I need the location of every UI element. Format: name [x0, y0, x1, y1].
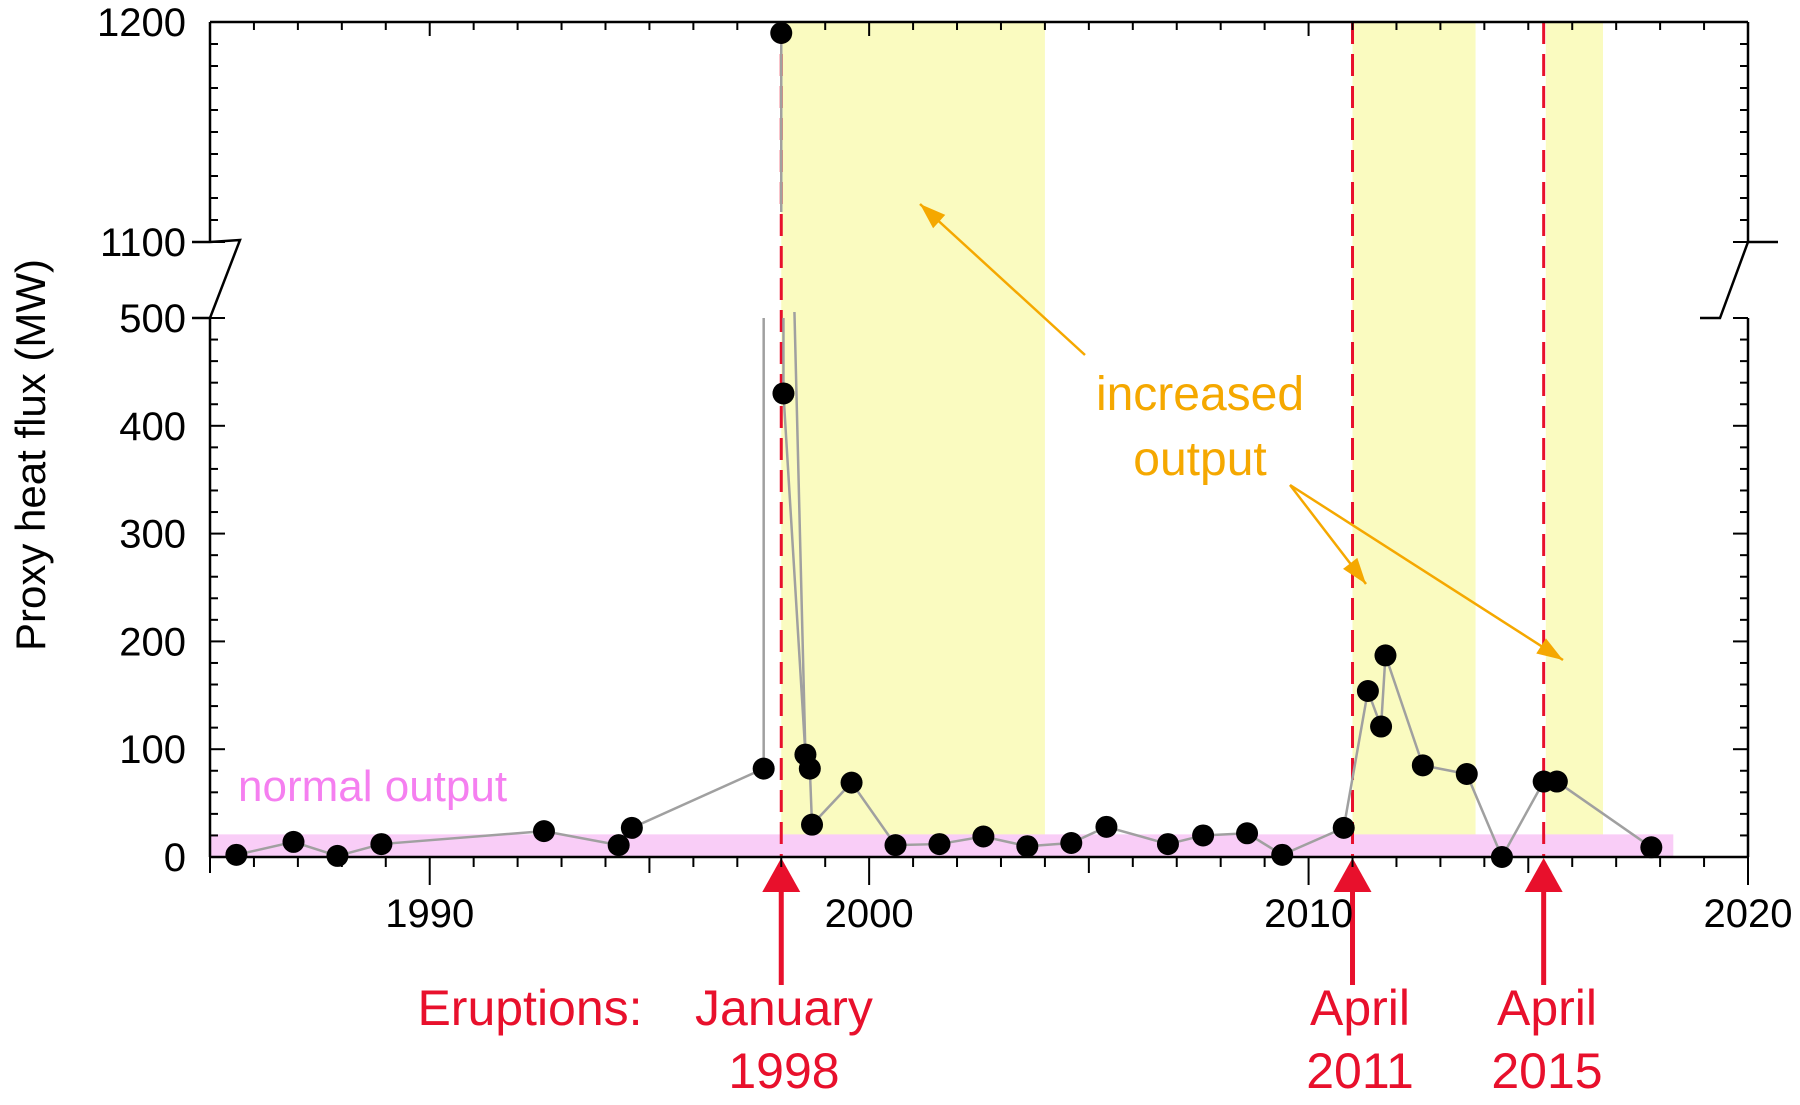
annotation-arrows — [919, 203, 1564, 662]
shaded-periods — [210, 22, 1674, 857]
eruption-1-label-month: January — [695, 980, 873, 1036]
data-point — [1156, 833, 1179, 856]
eruptions-label: Eruptions: — [417, 980, 642, 1036]
y-tick-label: 400 — [119, 405, 186, 449]
data-point — [752, 757, 775, 780]
data-point — [1060, 831, 1083, 854]
eruption-arrow-head-2 — [1333, 858, 1372, 892]
data-point — [1545, 770, 1568, 793]
x-tick-label: 1990 — [385, 892, 474, 936]
increased-period-3 — [1545, 22, 1603, 857]
data-point — [1095, 815, 1118, 838]
data-point — [1016, 835, 1039, 858]
axis-break-right — [1700, 240, 1778, 320]
data-point — [225, 843, 248, 866]
increased-period-2 — [1352, 22, 1476, 857]
arrow-to-period-1-head — [920, 204, 946, 229]
increased-output-label-line2: output — [1133, 433, 1266, 486]
y-axis-title: Proxy heat flux (MW) — [7, 259, 54, 651]
data-point — [884, 834, 907, 857]
data-point — [1332, 816, 1355, 839]
data-point — [840, 771, 863, 794]
data-point — [326, 844, 349, 867]
eruption-3-label-month: April — [1497, 980, 1597, 1036]
y-tick-label-upper: 1100 — [100, 221, 186, 265]
data-point — [770, 22, 793, 44]
arrow-to-period-1-shaft — [919, 203, 1086, 356]
eruption-2-label-month: April — [1310, 980, 1410, 1036]
y-tick-label: 100 — [119, 728, 186, 772]
increased-output-label-line1: increased — [1096, 368, 1304, 421]
x-tick-label: 2010 — [1264, 892, 1353, 936]
data-point — [1356, 679, 1379, 702]
data-point — [1490, 846, 1513, 868]
data-point — [1455, 762, 1478, 785]
data-point — [370, 833, 393, 856]
data-point — [772, 382, 795, 405]
data-point — [1236, 822, 1259, 845]
y-tick-label-upper: 1200 — [97, 1, 186, 45]
data-point — [801, 813, 824, 836]
y-tick-label: 200 — [119, 620, 186, 664]
arrow-to-period-3-head — [1536, 638, 1563, 660]
eruption-1-label-year: 1998 — [728, 1043, 839, 1099]
y-tick-label: 500 — [119, 297, 186, 341]
axis-break-left — [192, 238, 242, 320]
arrow-to-period-2-head — [1343, 557, 1366, 584]
data-point — [532, 820, 555, 843]
data-point — [282, 830, 305, 853]
eruption-3-label-year: 2015 — [1491, 1043, 1602, 1099]
arrow-to-period-3-shaft — [1289, 483, 1564, 662]
data-point — [607, 834, 630, 857]
increased-period-1 — [781, 22, 1045, 857]
data-point — [1411, 754, 1434, 777]
data-point — [928, 833, 951, 856]
data-point — [798, 757, 821, 780]
eruption-2-label-year: 2011 — [1306, 1043, 1414, 1099]
data-point — [620, 816, 643, 839]
data-point — [1640, 836, 1663, 859]
data-point — [1370, 715, 1393, 738]
data-series — [225, 22, 1663, 868]
x-tick-label: 2000 — [825, 892, 914, 936]
normal-output-label: normal output — [238, 762, 507, 811]
series-line-descent — [793, 311, 807, 755]
data-point — [1192, 824, 1215, 847]
x-tick-label: 2020 — [1704, 892, 1793, 936]
data-point — [1374, 644, 1397, 667]
data-point — [972, 825, 995, 848]
tick-labels: 0 100 200 300 400 500 1100 1200 1990 2000 2010 2020 — [97, 1, 1792, 936]
eruption-arrow-head-3 — [1524, 858, 1563, 892]
axes — [192, 20, 1778, 885]
y-tick-label: 0 — [164, 836, 186, 880]
eruption-arrow-head-1 — [762, 858, 801, 892]
y-tick-label: 300 — [119, 513, 186, 557]
data-point — [1271, 843, 1294, 866]
